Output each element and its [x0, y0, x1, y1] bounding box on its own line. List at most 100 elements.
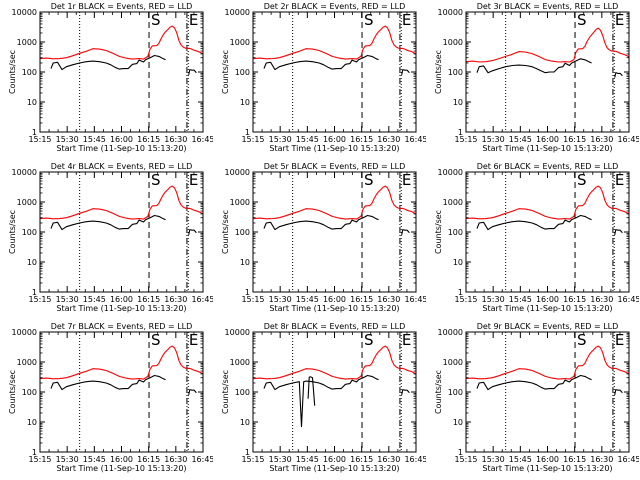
y-tick-label: 1: [245, 448, 250, 457]
x-tick-label: 16:30: [164, 135, 187, 144]
x-tick-label: 16:15: [563, 135, 586, 144]
y-tick-label: 100: [448, 228, 463, 237]
x-tick-label: 15:45: [83, 295, 106, 304]
end-label: E: [615, 11, 624, 29]
lld-series-line: [252, 185, 417, 220]
y-tick-label: 10000: [12, 328, 37, 337]
axes-frame: [252, 171, 417, 293]
panel-title: Det 2r BLACK = Events, RED = LLD: [264, 2, 406, 11]
x-tick-label: 15:45: [296, 135, 319, 144]
x-tick-label: 16:45: [617, 295, 639, 304]
x-tick-label: 16:00: [323, 295, 346, 304]
y-tick-label: 100: [22, 68, 37, 77]
x-tick-label: 16:45: [404, 295, 426, 304]
detector-panel-9: Det 9r BLACK = Events, RED = LLD S E 1 10 100…: [426, 320, 639, 480]
events-fragment-line: [188, 69, 197, 76]
x-tick-label: 15:30: [482, 295, 505, 304]
events-fragment-line: [307, 376, 316, 406]
x-tick-label: 16:30: [590, 135, 613, 144]
x-axis-label: Start Time (11-Sep-10 15:13:20): [56, 464, 186, 473]
start-label: S: [364, 171, 374, 189]
events-series-line: [476, 374, 592, 391]
panel-title: Det 3r BLACK = Events, RED = LLD: [477, 2, 619, 11]
x-tick-label: 16:45: [191, 295, 213, 304]
y-tick-label: 1: [245, 128, 250, 137]
y-axis-label: Counts/sec: [434, 210, 443, 254]
x-tick-label: 16:00: [323, 135, 346, 144]
x-tick-label: 16:30: [377, 135, 400, 144]
y-axis-label: Counts/sec: [434, 50, 443, 94]
detector-panel-4: Det 4r BLACK = Events, RED = LLD S E 1 10 100…: [0, 160, 213, 320]
x-tick-label: 15:30: [482, 135, 505, 144]
events-fragment-line: [401, 389, 410, 396]
y-tick-label: 100: [448, 68, 463, 77]
start-label: S: [151, 171, 161, 189]
x-tick-label: 16:15: [350, 295, 373, 304]
x-tick-label: 15:15: [241, 295, 264, 304]
x-axis-label: Start Time (11-Sep-10 15:13:20): [56, 144, 186, 153]
x-tick-label: 16:15: [350, 135, 373, 144]
lld-series-line: [465, 185, 630, 220]
y-tick-label: 1000: [17, 198, 37, 207]
y-tick-label: 100: [448, 388, 463, 397]
axes-frame: [252, 11, 417, 133]
y-tick-label: 1000: [230, 358, 250, 367]
detector-panel-3: Det 3r BLACK = Events, RED = LLD S E 1 10 100…: [426, 0, 639, 160]
x-tick-label: 15:15: [454, 455, 477, 464]
start-label: S: [577, 331, 587, 349]
y-tick-label: 1000: [230, 198, 250, 207]
x-tick-label: 15:45: [83, 455, 106, 464]
y-tick-label: 1: [458, 288, 463, 297]
y-tick-label: 10: [27, 418, 37, 427]
y-axis-label: Counts/sec: [8, 50, 17, 94]
panel-title: Det 7r BLACK = Events, RED = LLD: [51, 322, 193, 331]
start-label: S: [364, 11, 374, 29]
x-tick-label: 15:15: [454, 295, 477, 304]
events-series-line: [263, 54, 379, 71]
x-tick-label: 15:45: [83, 135, 106, 144]
end-label: E: [189, 331, 198, 349]
start-label: S: [151, 11, 161, 29]
x-tick-label: 15:15: [454, 135, 477, 144]
y-tick-label: 10000: [438, 8, 463, 17]
axes-frame: [252, 331, 417, 453]
panel-title: Det 4r BLACK = Events, RED = LLD: [51, 162, 193, 171]
y-tick-label: 10000: [438, 168, 463, 177]
x-tick-label: 16:15: [563, 455, 586, 464]
x-tick-label: 16:30: [590, 455, 613, 464]
x-tick-label: 15:15: [28, 295, 51, 304]
y-tick-label: 1: [245, 288, 250, 297]
events-series-line: [263, 374, 379, 428]
y-tick-label: 10000: [225, 328, 250, 337]
events-fragment-line: [614, 389, 623, 396]
y-tick-label: 10: [27, 98, 37, 107]
y-tick-label: 1000: [17, 358, 37, 367]
y-tick-label: 10: [240, 418, 250, 427]
y-tick-label: 1000: [17, 38, 37, 47]
y-axis-label: Counts/sec: [221, 210, 230, 254]
x-tick-label: 16:00: [536, 135, 559, 144]
y-tick-label: 10: [27, 258, 37, 267]
events-series-line: [263, 214, 379, 231]
lld-series-line: [252, 345, 417, 380]
x-tick-label: 15:30: [269, 455, 292, 464]
x-tick-label: 16:00: [110, 455, 133, 464]
x-tick-label: 16:00: [536, 295, 559, 304]
events-series-line: [476, 214, 592, 231]
y-tick-label: 10000: [12, 168, 37, 177]
x-tick-label: 15:15: [28, 135, 51, 144]
axes-frame: [39, 171, 204, 293]
x-tick-label: 15:30: [482, 455, 505, 464]
lld-series-line: [39, 345, 204, 380]
detector-panel-6: Det 6r BLACK = Events, RED = LLD S E 1 10 100…: [426, 160, 639, 320]
x-tick-label: 15:15: [28, 455, 51, 464]
panel-title: Det 6r BLACK = Events, RED = LLD: [477, 162, 619, 171]
y-axis-label: Counts/sec: [221, 50, 230, 94]
x-axis-label: Start Time (11-Sep-10 15:13:20): [482, 144, 612, 153]
x-tick-label: 15:45: [296, 295, 319, 304]
y-tick-label: 10000: [225, 8, 250, 17]
